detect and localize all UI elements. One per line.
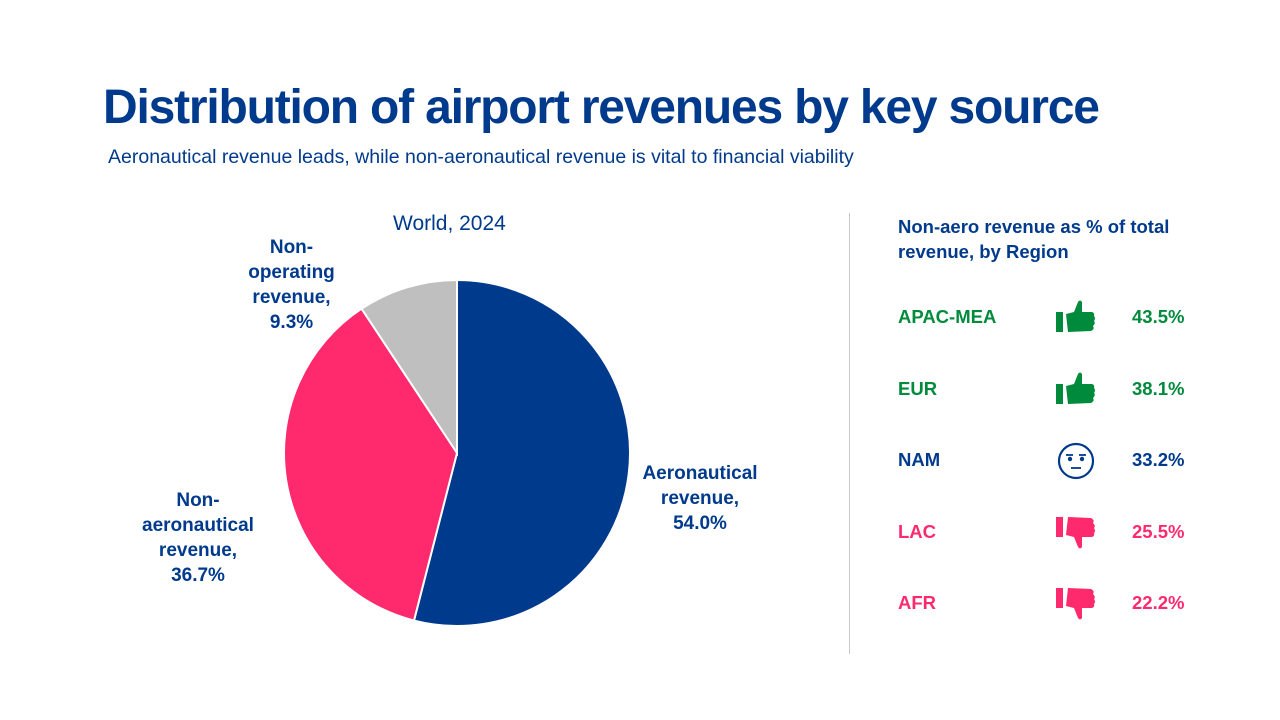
pie-slice-aeronautical-revenue xyxy=(412,278,631,627)
region-row-eur: EUR 38.1% xyxy=(898,370,1218,410)
region-row-nam: NAM 33.2% xyxy=(898,441,1218,481)
label-line: revenue, xyxy=(158,540,238,561)
pie-chart xyxy=(283,278,631,627)
thumbs-down-icon xyxy=(1054,513,1098,553)
region-value: 43.5% xyxy=(1132,306,1185,327)
thumbs-up-icon xyxy=(1054,370,1098,410)
slice-label-aeronautical: Aeronautical revenue, 54.0% xyxy=(620,461,780,536)
pie-title: World, 2024 xyxy=(393,212,506,235)
region-name: AFR xyxy=(898,592,937,613)
label-line: Aeronautical xyxy=(642,463,758,484)
neutral-face-icon xyxy=(1054,441,1098,481)
label-line: Non- xyxy=(269,237,314,258)
label-line: 36.7% xyxy=(171,565,225,586)
divider xyxy=(849,213,850,654)
label-line: operating xyxy=(248,262,335,283)
slice-label-non-aeronautical: Non- aeronautical revenue, 36.7% xyxy=(128,488,268,588)
pie-slice-non-operating-revenue xyxy=(360,278,458,457)
region-value: 25.5% xyxy=(1132,520,1185,542)
region-name: NAM xyxy=(898,449,941,470)
region-row-lac: LAC 25.5% xyxy=(898,513,1218,553)
label-line: aeronautical xyxy=(142,515,254,536)
region-row-apac-mea: APAC-MEA 43.5% xyxy=(898,298,1218,338)
regions-title: Non-aero revenue as % of total revenue, … xyxy=(898,216,1170,262)
slice-label-non-operating: Non- operating revenue, 9.3% xyxy=(224,235,359,335)
region-name: LAC xyxy=(898,520,937,542)
page-subtitle: Aeronautical revenue leads, while non-ae… xyxy=(108,146,854,168)
label-line: revenue, xyxy=(252,287,331,308)
region-name: EUR xyxy=(898,377,938,399)
thumbs-up-icon xyxy=(1054,298,1098,338)
region-value: 22.2% xyxy=(1132,592,1185,613)
label-line: 9.3% xyxy=(269,312,314,333)
page-title: Distribution of airport revenues by key … xyxy=(103,81,1100,134)
label-line: Non- xyxy=(176,490,220,511)
region-row-afr: AFR 22.2% xyxy=(898,584,1218,624)
region-value: 38.1% xyxy=(1132,377,1185,399)
label-line: 54.0% xyxy=(673,513,727,534)
region-name: APAC-MEA xyxy=(898,306,997,327)
thumbs-down-icon xyxy=(1054,584,1098,624)
pie-slice-non-aeronautical-revenue xyxy=(283,307,459,622)
label-line: revenue, xyxy=(660,488,740,509)
region-value: 33.2% xyxy=(1132,449,1185,470)
